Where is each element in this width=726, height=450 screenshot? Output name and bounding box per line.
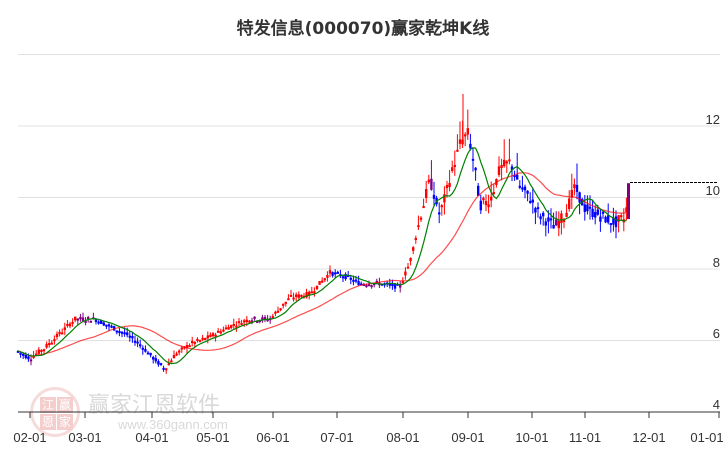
- x-tick-label: 03-01: [68, 430, 102, 445]
- x-tick-label: 04-01: [135, 430, 169, 445]
- chart-title: 特发信息(000070)赢家乾坤K线: [236, 19, 490, 39]
- x-tick-label: 11-01: [568, 430, 602, 445]
- x-tick-label: 08-01: [386, 430, 420, 445]
- x-tick-label: 01-01: [690, 430, 724, 445]
- logo-char: 恩: [40, 414, 56, 430]
- x-tick-label: 02-01: [13, 430, 47, 445]
- x-tick-label: 06-01: [256, 430, 290, 445]
- logo-char: 赢: [57, 397, 73, 413]
- logo-char: 江: [40, 397, 56, 413]
- y-tick-label: 6: [712, 326, 720, 341]
- y-tick-label: 8: [712, 255, 720, 270]
- y-tick-label: 12: [705, 112, 720, 127]
- x-tick-label: 12-01: [632, 430, 666, 445]
- x-tick-label: 09-01: [451, 430, 485, 445]
- y-tick-label: 10: [705, 183, 720, 198]
- logo-char: 家: [57, 414, 73, 430]
- x-tick-label: 10-01: [515, 430, 549, 445]
- x-tick-label: 05-01: [196, 430, 230, 445]
- y-tick-label: 4: [712, 397, 720, 412]
- watermark-url: www.360gann.com: [118, 417, 228, 432]
- watermark-brand: 赢家江恩软件: [88, 393, 221, 418]
- x-tick-label: 07-01: [320, 430, 354, 445]
